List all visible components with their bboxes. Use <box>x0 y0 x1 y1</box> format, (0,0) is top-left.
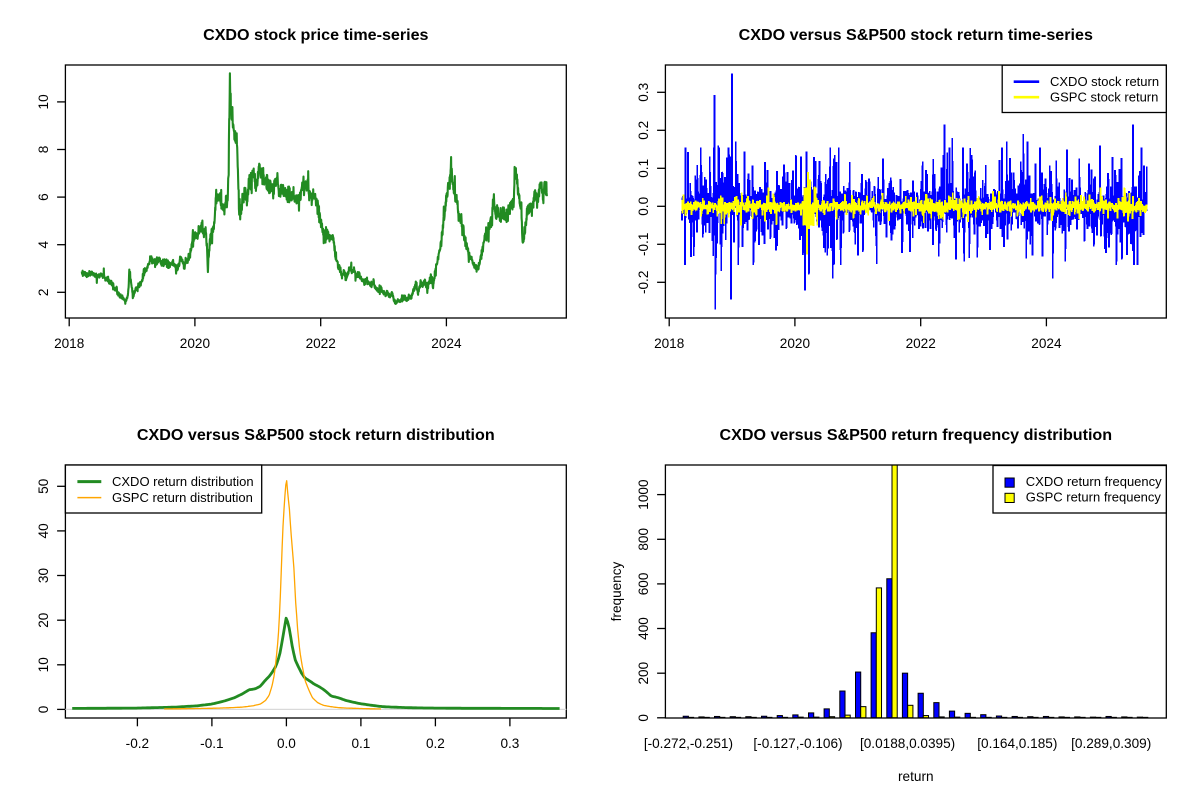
svg-text:0.1: 0.1 <box>636 159 651 178</box>
svg-text:CXDO stock return: CXDO stock return <box>1050 74 1159 89</box>
svg-text:600: 600 <box>636 572 651 595</box>
svg-text:20: 20 <box>36 612 51 628</box>
svg-text:10: 10 <box>36 94 51 110</box>
svg-text:0.0: 0.0 <box>277 736 296 751</box>
svg-text:4: 4 <box>36 240 51 248</box>
svg-text:40: 40 <box>36 523 51 539</box>
svg-text:GSPC stock return: GSPC stock return <box>1050 90 1158 105</box>
svg-text:0.2: 0.2 <box>636 121 651 140</box>
svg-text:400: 400 <box>636 617 651 640</box>
svg-text:2020: 2020 <box>780 336 811 351</box>
svg-text:-0.1: -0.1 <box>200 736 223 751</box>
svg-text:2022: 2022 <box>906 336 936 351</box>
svg-text:6: 6 <box>36 193 51 201</box>
svg-text:0: 0 <box>36 705 51 713</box>
svg-text:-0.1: -0.1 <box>636 233 651 256</box>
svg-text:10: 10 <box>36 657 51 673</box>
svg-text:0.3: 0.3 <box>500 736 519 751</box>
svg-text:0.3: 0.3 <box>636 83 651 102</box>
svg-text:[0.164,0.185): [0.164,0.185) <box>977 736 1057 751</box>
svg-text:2024: 2024 <box>431 336 462 351</box>
svg-text:2018: 2018 <box>54 336 84 351</box>
svg-text:CXDO versus S&P500 stock retur: CXDO versus S&P500 stock return distribu… <box>137 426 495 444</box>
svg-text:-0.2: -0.2 <box>636 271 651 294</box>
svg-text:-0.2: -0.2 <box>126 736 149 751</box>
svg-text:CXDO versus S&P500 return freq: CXDO versus S&P500 return frequency dist… <box>719 426 1112 444</box>
svg-text:[0.289,0.309): [0.289,0.309) <box>1071 736 1151 751</box>
svg-text:2018: 2018 <box>654 336 684 351</box>
svg-text:0.0: 0.0 <box>636 196 651 215</box>
svg-text:return: return <box>898 769 934 784</box>
svg-text:CXDO stock price time-series: CXDO stock price time-series <box>203 26 428 44</box>
svg-text:CXDO return frequency: CXDO return frequency <box>1026 474 1162 489</box>
svg-text:2020: 2020 <box>180 336 211 351</box>
svg-text:1000: 1000 <box>636 479 651 510</box>
svg-text:200: 200 <box>636 661 651 684</box>
svg-text:50: 50 <box>36 478 51 494</box>
svg-text:frequency: frequency <box>609 561 624 621</box>
svg-text:2: 2 <box>36 289 51 297</box>
svg-text:2022: 2022 <box>306 336 336 351</box>
svg-text:8: 8 <box>36 146 51 154</box>
svg-text:800: 800 <box>636 528 651 551</box>
svg-text:[0.0188,0.0395): [0.0188,0.0395) <box>860 736 955 751</box>
svg-text:CXDO return distribution: CXDO return distribution <box>112 474 254 489</box>
svg-text:[-0.272,-0.251): [-0.272,-0.251) <box>644 736 733 751</box>
svg-text:30: 30 <box>36 568 51 584</box>
svg-text:GSPC return distribution: GSPC return distribution <box>112 490 253 505</box>
svg-text:0.1: 0.1 <box>351 736 370 751</box>
svg-text:CXDO versus S&P500 stock retur: CXDO versus S&P500 stock return time-ser… <box>739 26 1093 44</box>
svg-text:GSPC return frequency: GSPC return frequency <box>1026 490 1162 505</box>
svg-text:[-0.127,-0.106): [-0.127,-0.106) <box>753 736 842 751</box>
svg-text:2024: 2024 <box>1031 336 1062 351</box>
svg-text:0: 0 <box>636 714 651 722</box>
svg-text:0.2: 0.2 <box>426 736 445 751</box>
